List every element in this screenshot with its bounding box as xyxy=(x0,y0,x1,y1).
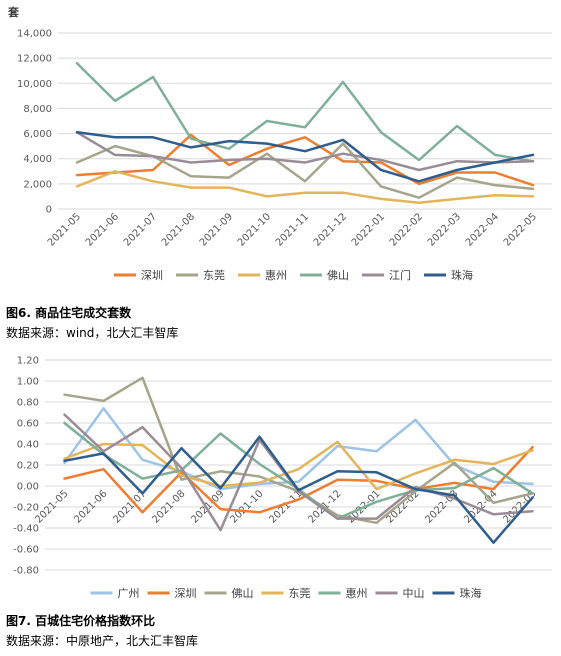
y-tick-label: 14,000 xyxy=(17,29,52,40)
series-line-深圳 xyxy=(75,133,535,187)
series-line-佛山 xyxy=(75,61,535,163)
y-tick-label: 0.20 xyxy=(17,461,39,472)
legend-label: 深圳 xyxy=(175,587,197,600)
legend-label: 佛山 xyxy=(232,587,254,600)
series-line-惠州 xyxy=(75,170,535,204)
transactions-line-chart: 套 0 2,000 4,000 6,000 8,000 10,000 12,000 14,000… xyxy=(8,5,552,282)
legend-label: 广州 xyxy=(118,587,140,600)
legend-label: 佛山 xyxy=(327,269,349,282)
figure7-caption-title: 图7. 百城住宅价格指数环比 xyxy=(6,614,156,628)
y-tick-label: 0.40 xyxy=(17,440,39,451)
figure6-caption-title: 图6. 商品住宅成交套数 xyxy=(6,306,132,320)
legend-label: 江门 xyxy=(389,268,411,282)
series-line-珠海 xyxy=(75,131,535,183)
x-tick-label: 2021-09 xyxy=(198,211,235,248)
series-line-江门 xyxy=(75,131,535,172)
series-line-东莞 xyxy=(63,440,534,491)
y-tick-label: 6,000 xyxy=(23,129,52,140)
x-tick-label: 2021-07 xyxy=(122,211,159,248)
y-tick-label: -0.60 xyxy=(13,545,39,556)
y-tick-label: 4,000 xyxy=(23,154,52,165)
x-tick-label: 2022-01 xyxy=(350,211,387,248)
y-axis-unit: 套 xyxy=(8,5,20,19)
x-tick-label: 2022-02 xyxy=(388,211,425,248)
x-tick-label: 2021-05 xyxy=(46,211,83,248)
legend-label: 深圳 xyxy=(141,269,163,282)
legend-label: 惠州 xyxy=(265,268,287,282)
legend-label: 惠州 xyxy=(346,586,368,600)
legend-label: 珠海 xyxy=(451,268,473,282)
legend-label: 东莞 xyxy=(203,269,225,282)
legend-label: 珠海 xyxy=(460,586,482,600)
y-tick-label: 12,000 xyxy=(17,54,52,65)
x-tick-label: 2021-12 xyxy=(312,211,349,248)
y-tick-label: 0.60 xyxy=(17,419,39,430)
price-index-line-chart: -0.80 -0.60 -0.40 -0.20 0.00 0.20 0.40 0.60 0.80… xyxy=(13,356,552,600)
y-tick-label: 1.20 xyxy=(17,356,39,367)
x-tick-label: 2021-11 xyxy=(274,211,311,248)
y-tick-label: 0.80 xyxy=(17,398,39,409)
y-tick-label: 2,000 xyxy=(23,179,52,190)
legend-label: 东莞 xyxy=(289,587,311,600)
figure7-caption-source: 数据来源：中原地产，北大汇丰智库 xyxy=(6,634,199,648)
x-tick-label: 2021-08 xyxy=(160,211,197,248)
x-tick-label: 2022-04 xyxy=(464,211,501,248)
legend-label: 中山 xyxy=(403,587,425,600)
x-tick-label: 2021-06 xyxy=(84,211,121,248)
y-tick-label: 1.00 xyxy=(17,377,39,388)
y-tick-label: 10,000 xyxy=(17,79,52,90)
y-tick-label: 0 xyxy=(46,205,52,216)
figure6-caption-source: 数据来源：wind，北大汇丰智库 xyxy=(6,326,179,340)
x-tick-label: 2022-03 xyxy=(426,211,463,248)
series-line-珠海 xyxy=(63,435,534,544)
series-line-深圳 xyxy=(63,445,534,514)
y-tick-label: 0.00 xyxy=(17,482,39,493)
y-tick-label: -0.80 xyxy=(13,566,39,577)
series-line-广州 xyxy=(63,407,534,491)
y-tick-label: 8,000 xyxy=(23,104,52,115)
y-tick-label: -0.40 xyxy=(13,524,39,535)
x-tick-label: 2022-05 xyxy=(502,211,539,248)
x-tick-label: 2021-10 xyxy=(236,211,273,248)
y-tick-label: -0.20 xyxy=(13,503,39,514)
